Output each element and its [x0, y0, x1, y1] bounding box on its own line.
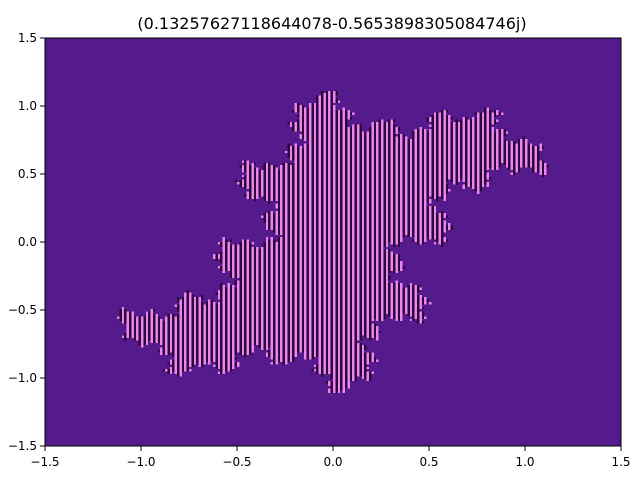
x-tick-label: 0.5	[419, 455, 438, 469]
x-axis: −1.5 −1.0 −0.5 0.0 0.5 1.0 1.5	[30, 446, 631, 469]
x-tick-label: −0.5	[222, 455, 251, 469]
plot-area	[45, 38, 621, 446]
x-tick-label: 0.0	[323, 455, 342, 469]
julia-set-fill	[45, 38, 621, 446]
y-tick-label: −0.5	[8, 303, 37, 317]
y-tick-label: −1.5	[8, 439, 37, 453]
y-tick-label: 0.0	[18, 235, 37, 249]
plot-frame	[44, 37, 622, 447]
x-tick-label: −1.0	[126, 455, 155, 469]
y-tick-label: 1.5	[18, 31, 37, 45]
chart-title: (0.13257627118644078-0.5653898305084746j…	[137, 14, 526, 33]
y-tick-label: 1.0	[18, 99, 37, 113]
x-tick-label: −1.5	[30, 455, 59, 469]
x-tick-label: 1.0	[515, 455, 534, 469]
y-axis: 1.5 1.0 0.5 0.0 −0.5 −1.0 −1.5	[8, 31, 45, 453]
x-tick-label: 1.5	[611, 455, 630, 469]
y-tick-label: 0.5	[18, 167, 37, 181]
y-tick-label: −1.0	[8, 371, 37, 385]
